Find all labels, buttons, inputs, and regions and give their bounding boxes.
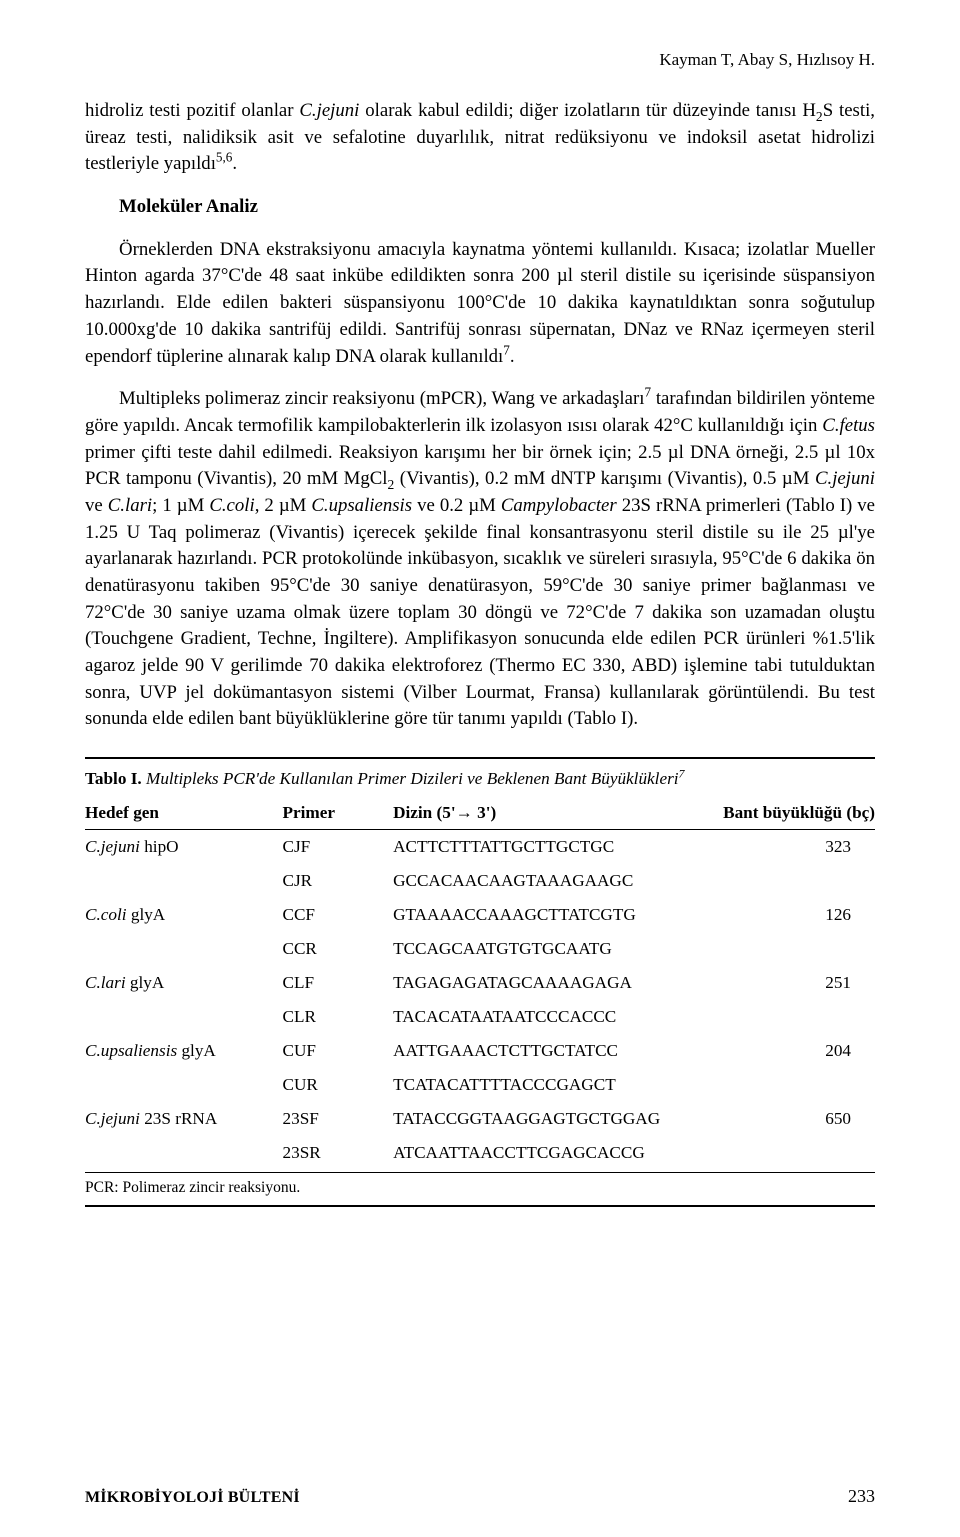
cell-sequence: TATACCGGTAAGGAGTGCTGGAG <box>393 1102 709 1136</box>
cell-sequence: TAGAGAGATAGCAAAAGAGA <box>393 966 709 1000</box>
page-footer: MİKROBİYOLOJİ BÜLTENİ 233 <box>85 1486 875 1507</box>
page-number: 233 <box>848 1486 875 1507</box>
cell-gene: C.coli glyA <box>85 898 283 932</box>
cell-primer: CCF <box>283 898 394 932</box>
cell-sequence: ACTTCTTTATTGCTTGCTGC <box>393 830 709 865</box>
cell-sequence: AATTGAAACTCTTGCTATCC <box>393 1034 709 1068</box>
table-label: Tablo I. <box>85 769 142 788</box>
table-body: C.jejuni hipOCJFACTTCTTTATTGCTTGCTGC323C… <box>85 830 875 1171</box>
cell-gene <box>85 1000 283 1034</box>
cell-gene: C.jejuni hipO <box>85 830 283 865</box>
cell-size: 251 <box>709 966 875 1000</box>
paragraph-2: Örneklerden DNA ekstraksiyonu amacıyla k… <box>85 237 875 370</box>
table-header-cell: Dizin (5'→ 3') <box>393 799 709 830</box>
cell-primer: CJF <box>283 830 394 865</box>
table-row: CCRTCCAGCAATGTGTGCAATG <box>85 932 875 966</box>
table-header-row: Hedef genPrimerDizin (5'→ 3')Bant büyükl… <box>85 799 875 830</box>
cell-size <box>709 1068 875 1102</box>
body-text: hidroliz testi pozitif olanlar C.jejuni … <box>85 98 875 733</box>
table-1: Tablo I. Multipleks PCR'de Kullanılan Pr… <box>85 757 875 1207</box>
cell-sequence: TCCAGCAATGTGTGCAATG <box>393 932 709 966</box>
cell-sequence: GCCACAACAAGTAAAGAAGC <box>393 864 709 898</box>
table-footnote: PCR: Polimeraz zincir reaksiyonu. <box>85 1172 875 1197</box>
table-row: C.jejuni 23S rRNA23SFTATACCGGTAAGGAGTGCT… <box>85 1102 875 1136</box>
page: Kayman T, Abay S, Hızlısoy H. hidroliz t… <box>0 0 960 1537</box>
cell-primer: 23SF <box>283 1102 394 1136</box>
cell-sequence: ATCAATTAACCTTCGAGCACCG <box>393 1136 709 1170</box>
paragraph-3: Multipleks polimeraz zincir reaksiyonu (… <box>85 386 875 733</box>
cell-primer: CJR <box>283 864 394 898</box>
table-row: C.lari glyACLFTAGAGAGATAGCAAAAGAGA251 <box>85 966 875 1000</box>
cell-primer: CCR <box>283 932 394 966</box>
table-row: C.jejuni hipOCJFACTTCTTTATTGCTTGCTGC323 <box>85 830 875 865</box>
cell-gene: C.jejuni 23S rRNA <box>85 1102 283 1136</box>
table-header-cell: Bant büyüklüğü (bç) <box>709 799 875 830</box>
paragraph-1: hidroliz testi pozitif olanlar C.jejuni … <box>85 98 875 178</box>
cell-primer: CLR <box>283 1000 394 1034</box>
table-caption: Tablo I. Multipleks PCR'de Kullanılan Pr… <box>85 769 875 789</box>
table-row: CLRTACACATAATAATCCCACCC <box>85 1000 875 1034</box>
journal-name: MİKROBİYOLOJİ BÜLTENİ <box>85 1489 300 1507</box>
cell-size: 126 <box>709 898 875 932</box>
cell-size <box>709 1136 875 1170</box>
table-header-cell: Hedef gen <box>85 799 283 830</box>
cell-primer: 23SR <box>283 1136 394 1170</box>
cell-size <box>709 1000 875 1034</box>
cell-size: 323 <box>709 830 875 865</box>
section-heading-molecular-analysis: Moleküler Analiz <box>85 194 875 221</box>
table-row: C.upsaliensis glyACUFAATTGAAACTCTTGCTATC… <box>85 1034 875 1068</box>
running-head: Kayman T, Abay S, Hızlısoy H. <box>85 50 875 70</box>
cell-size: 650 <box>709 1102 875 1136</box>
cell-gene <box>85 932 283 966</box>
cell-sequence: GTAAAACCAAAGCTTATCGTG <box>393 898 709 932</box>
cell-sequence: TACACATAATAATCCCACCC <box>393 1000 709 1034</box>
cell-gene <box>85 864 283 898</box>
cell-primer: CUF <box>283 1034 394 1068</box>
cell-size <box>709 932 875 966</box>
cell-primer: CUR <box>283 1068 394 1102</box>
table-row: CJRGCCACAACAAGTAAAGAAGC <box>85 864 875 898</box>
table-header-cell: Primer <box>283 799 394 830</box>
table-row: 23SRATCAATTAACCTTCGAGCACCG <box>85 1136 875 1170</box>
cell-sequence: TCATACATTTTACCCGAGCT <box>393 1068 709 1102</box>
cell-gene <box>85 1136 283 1170</box>
cell-gene: C.upsaliensis glyA <box>85 1034 283 1068</box>
table-row: C.coli glyACCFGTAAAACCAAAGCTTATCGTG126 <box>85 898 875 932</box>
cell-gene <box>85 1068 283 1102</box>
table-title: Multipleks PCR'de Kullanılan Primer Dizi… <box>146 769 685 788</box>
cell-gene: C.lari glyA <box>85 966 283 1000</box>
cell-primer: CLF <box>283 966 394 1000</box>
primer-table: Hedef genPrimerDizin (5'→ 3')Bant büyükl… <box>85 799 875 1170</box>
table-row: CURTCATACATTTTACCCGAGCT <box>85 1068 875 1102</box>
cell-size <box>709 864 875 898</box>
cell-size: 204 <box>709 1034 875 1068</box>
